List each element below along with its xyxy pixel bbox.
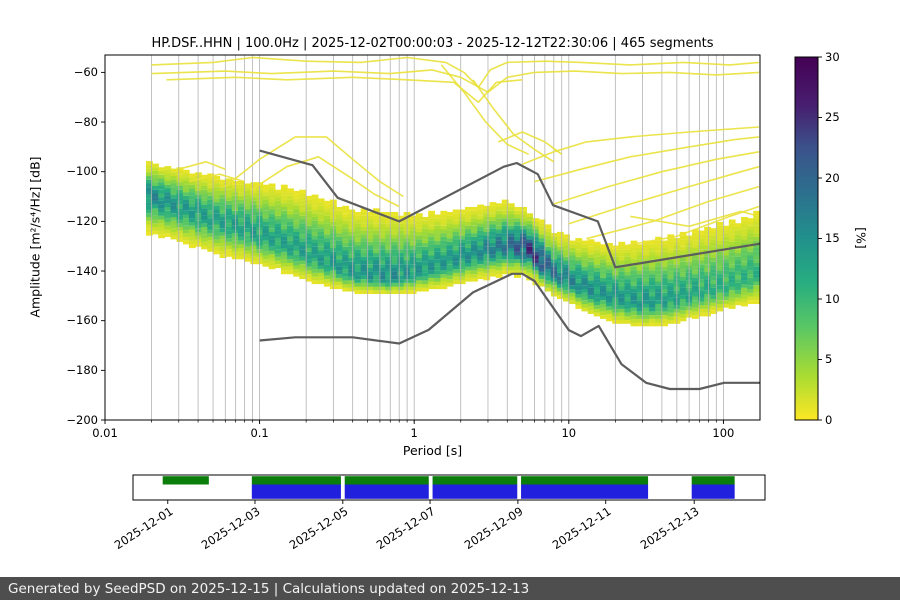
colorbar-tick-label: 25 <box>825 110 840 124</box>
x-tick-label: 0.1 <box>250 426 269 440</box>
psd-streaks <box>151 56 760 250</box>
ppsd-heatmap <box>146 161 760 327</box>
noise-model-lines <box>259 149 760 391</box>
colorbar-tick-label: 20 <box>825 170 840 185</box>
x-axis-label: Period [s] <box>402 443 463 458</box>
x-tick-label: 100 <box>712 426 735 440</box>
y-tick-label: −60 <box>73 64 98 79</box>
footer-bar: Generated by SeedPSD on 2025-12-15 | Cal… <box>0 577 900 600</box>
colorbar-tick-label: 10 <box>825 291 840 306</box>
availability-bar <box>132 474 766 504</box>
colorbar-tick-label: 5 <box>825 352 833 366</box>
colorbar-tick-label: 30 <box>825 49 840 64</box>
footer-text: Generated by SeedPSD on 2025-12-15 | Cal… <box>8 580 530 597</box>
y-tick-label: −160 <box>66 313 98 328</box>
colorbar-label: [%] <box>853 227 869 249</box>
y-tick-label: −200 <box>66 412 98 427</box>
x-tick-label: 0.01 <box>92 426 118 440</box>
y-tick-label: −100 <box>66 164 98 179</box>
colorbar-tick-label: 0 <box>825 412 833 427</box>
x-tick-label: 1 <box>410 426 418 440</box>
axes-frame <box>101 54 761 424</box>
y-tick-label: −120 <box>66 213 98 228</box>
x-tick-label: 10 <box>561 426 577 440</box>
y-tick-label: −140 <box>66 263 98 278</box>
colorbar <box>794 56 822 421</box>
y-tick-label: −80 <box>73 114 98 129</box>
plot-title: HP.DSF..HHN | 100.0Hz | 2025-12-02T00:00… <box>151 36 714 51</box>
gridlines <box>151 55 724 420</box>
y-axis-label: Amplitude [m²/s⁴/Hz] [dB] <box>27 156 43 318</box>
y-tick-label: −180 <box>66 362 98 377</box>
colorbar-tick-label: 15 <box>825 231 840 245</box>
